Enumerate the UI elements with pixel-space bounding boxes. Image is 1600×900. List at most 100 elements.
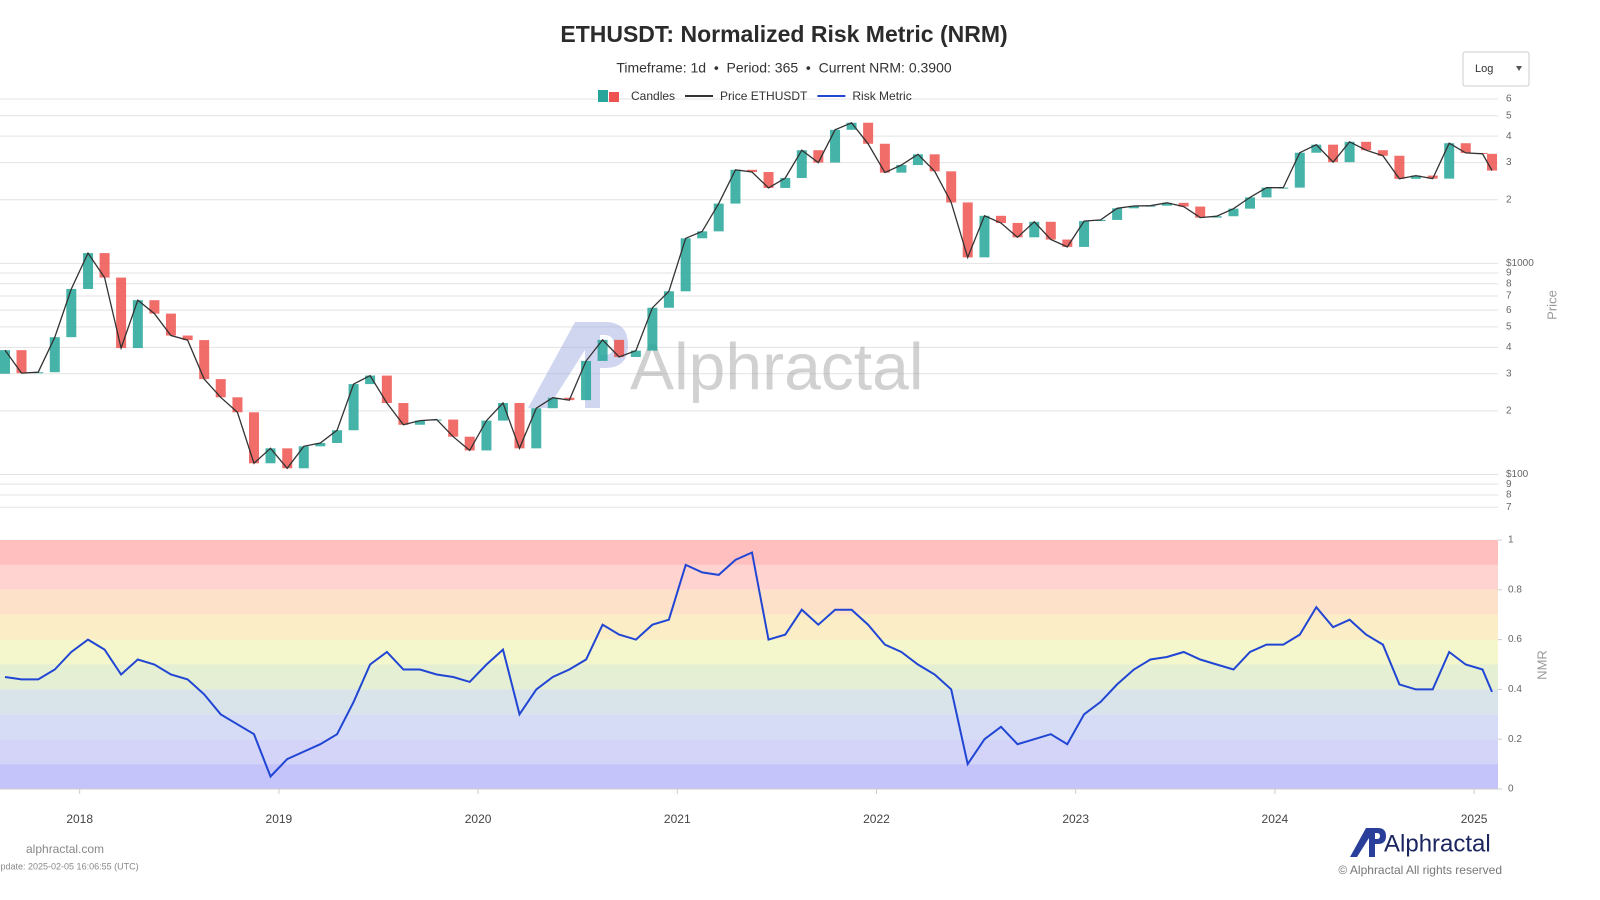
candle: [66, 288, 77, 338]
candle: [1344, 141, 1355, 163]
select-arrow[interactable]: [1516, 66, 1522, 71]
candle: [348, 384, 359, 431]
candle: [16, 350, 27, 374]
y-tick-label: 4: [1506, 342, 1512, 353]
watermark-icon: [528, 322, 600, 408]
y2-axis-title: NMR: [1534, 650, 1549, 680]
candle: [1311, 144, 1322, 153]
chart-subtitle: Timeframe: 1d • Period: 365 • Current NR…: [616, 60, 952, 76]
candle: [1045, 221, 1056, 240]
candle: [381, 375, 392, 404]
candle: [99, 253, 110, 278]
candle: [547, 397, 558, 409]
candle: [896, 165, 907, 173]
x-tick-label: 2022: [863, 812, 890, 826]
risk-band: [0, 739, 1498, 765]
candle: [1195, 206, 1206, 218]
y-tick-label: 8: [1506, 490, 1512, 501]
candle: [1244, 197, 1255, 209]
candle: [663, 291, 674, 308]
marks: [0, 122, 1498, 779]
legend-label: Price ETHUSDT: [720, 89, 808, 103]
risk-line: [4, 551, 1493, 779]
y-tick-label: 6: [1506, 94, 1512, 105]
candle: [830, 129, 841, 163]
candle: [1377, 150, 1388, 156]
y-tick-label: 3: [1506, 368, 1512, 379]
risk-band: [0, 540, 1498, 565]
candle: [946, 171, 957, 203]
risk-bands: [0, 540, 1498, 789]
candle: [863, 122, 874, 144]
candle: [780, 177, 791, 188]
footer-update: Update: 2025-02-05 16:06:55 (UTC): [0, 861, 139, 871]
candle: [531, 408, 542, 449]
x-tick-label: 2018: [66, 812, 93, 826]
candle: [1012, 222, 1023, 238]
candle: [199, 340, 210, 380]
axes: 789$10023456789$10002345600.20.40.60.812…: [0, 94, 1534, 826]
candle: [746, 169, 757, 173]
select-box[interactable]: [1462, 51, 1530, 87]
candle: [232, 397, 243, 413]
candle: [132, 300, 143, 349]
candle: [813, 150, 824, 163]
candle: [1211, 216, 1222, 218]
y-tick-label: 9: [1506, 479, 1512, 490]
y-tick-label: 7: [1506, 291, 1512, 302]
candle: [149, 300, 160, 314]
candle: [248, 412, 259, 464]
candle: [581, 360, 592, 401]
y-axis-title: Price: [1544, 290, 1559, 320]
footer-logo: Alphractal: [1350, 828, 1491, 857]
legend-swatch: [598, 90, 608, 102]
y-tick-label: 2: [1506, 194, 1512, 205]
risk-band: [0, 764, 1498, 789]
risk-band: [0, 639, 1498, 665]
candle: [730, 169, 741, 204]
candle: [315, 442, 326, 447]
x-tick-label: 2021: [664, 812, 691, 826]
candle: [1261, 187, 1272, 198]
watermark-text: Alphractal: [630, 329, 924, 403]
candle: [182, 335, 193, 341]
logo-icon: [1372, 828, 1386, 844]
candle: [1444, 143, 1455, 179]
grid: [0, 98, 1498, 508]
scale-select[interactable]: Log: [1462, 51, 1530, 87]
y-tick-label: 9: [1506, 268, 1512, 279]
candle: [1328, 144, 1339, 163]
risk-band: [0, 564, 1498, 590]
y-tick-label: $1000: [1506, 258, 1534, 269]
candle: [1427, 175, 1438, 179]
risk-band: [0, 589, 1498, 615]
candle: [962, 202, 973, 258]
candle: [1112, 208, 1123, 220]
candle: [1079, 221, 1090, 247]
select-value[interactable]: Log: [1475, 63, 1493, 75]
y-tick-label: 5: [1506, 322, 1512, 333]
legend: Candles Price ETHUSDT Risk Metric: [598, 89, 912, 103]
candle: [1228, 208, 1239, 217]
legend-label: Candles: [631, 89, 675, 103]
legend-label: Risk Metric: [852, 89, 911, 103]
x-tick-label: 2025: [1461, 812, 1488, 826]
footer-copyright: © Alphractal All rights reserved: [1338, 863, 1502, 877]
y2-tick-label: 0.4: [1508, 684, 1522, 695]
logo-text: Alphractal: [1384, 830, 1491, 857]
x-tick-label: 2023: [1062, 812, 1089, 826]
x-tick-label: 2024: [1262, 812, 1289, 826]
candle: [846, 122, 857, 130]
x-tick-label: 2019: [266, 812, 293, 826]
candle: [497, 403, 508, 421]
candle: [1029, 221, 1040, 238]
candle: [398, 403, 409, 425]
candle: [1410, 175, 1421, 179]
candle: [630, 350, 641, 358]
risk-band: [0, 664, 1498, 690]
y2-tick-label: 0.6: [1508, 634, 1522, 645]
chart-title: ETHUSDT: Normalized Risk Metric (NRM): [560, 21, 1007, 47]
candle: [979, 215, 990, 258]
y-tick-label: 8: [1506, 278, 1512, 289]
